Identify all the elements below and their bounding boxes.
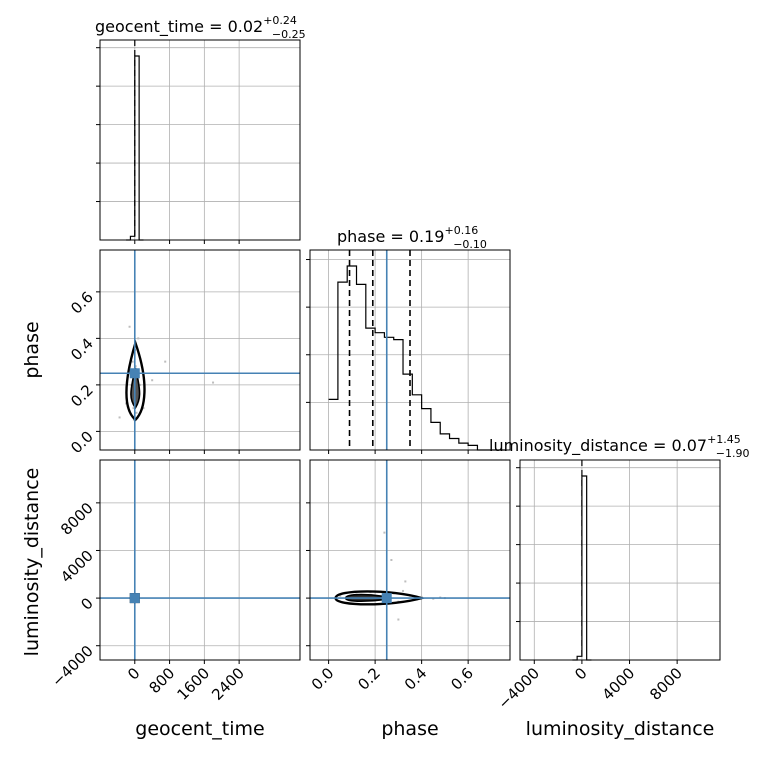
panel-frame — [309, 249, 511, 451]
title-geocent-time-minus: −0.25 — [272, 28, 306, 41]
tick-label-y: 0.6 — [67, 288, 97, 318]
tick-label-x: 8000 — [646, 664, 686, 704]
tick-label-y: −4000 — [48, 642, 97, 691]
sample-point — [397, 618, 400, 621]
tick-label-x: 0.0 — [308, 664, 338, 694]
panel-scatter-luminosity-distance-phase: 0.0 0.2 0.4 0.6 — [306, 459, 511, 694]
tick-label-x: 0 — [571, 664, 590, 683]
title-luminosity-distance-plus: +1.45 — [707, 433, 741, 446]
tick-label-x: 0.6 — [447, 664, 477, 694]
tick-label-x: 2400 — [208, 664, 248, 704]
title-geocent-time-plus: +0.24 — [263, 14, 297, 27]
tick-label-x: 1600 — [173, 664, 213, 704]
sample-point — [118, 416, 121, 419]
tick-label-y: 0.2 — [67, 381, 97, 411]
sample-point — [212, 381, 215, 384]
panel-frame — [99, 39, 301, 241]
truth-marker — [129, 368, 140, 379]
panel-frame — [309, 459, 511, 661]
tick-label-x: −4000 — [495, 664, 544, 713]
xlabel-geocent-time: geocent_time — [135, 718, 264, 740]
xlabel-phase: phase — [381, 718, 438, 740]
sample-point — [164, 360, 167, 363]
sample-point — [151, 379, 154, 382]
title-luminosity-distance: luminosity_distance = 0.07+1.45 −1.90 — [489, 433, 750, 460]
tick-label-y: 0.4 — [67, 334, 97, 364]
tick-label-y: 4000 — [57, 547, 97, 587]
sample-point — [131, 360, 134, 363]
panel-hist-geocent-time — [96, 39, 301, 244]
title-phase-label: phase = 0.19 — [337, 227, 444, 246]
tick-label-y: 0.0 — [67, 427, 97, 457]
tick-label-y: 0 — [77, 594, 96, 613]
sample-point — [404, 580, 407, 583]
xlabel-luminosity-distance: luminosity_distance — [526, 718, 715, 740]
title-phase-minus: −0.10 — [453, 238, 487, 251]
panel-frame — [99, 459, 301, 661]
sample-point — [139, 383, 141, 386]
sample-point — [339, 594, 342, 597]
sample-point — [402, 589, 405, 592]
panel-hist-luminosity-distance: −4000 0 4000 8000 — [495, 459, 721, 713]
sample-point — [132, 407, 135, 410]
panel-frame — [519, 459, 721, 661]
tick-label-y: 8000 — [57, 499, 97, 539]
histogram-step — [126, 55, 144, 241]
sample-point — [137, 337, 140, 340]
histogram-step — [572, 475, 592, 661]
title-phase-plus: +0.16 — [444, 224, 478, 237]
sample-point — [135, 411, 138, 414]
tick-label-x: 4000 — [599, 664, 639, 704]
tick-label-x: 0 — [124, 664, 143, 683]
title-luminosity-distance-label: luminosity_distance = 0.07 — [489, 436, 707, 456]
title-geocent-time: geocent_time = 0.02+0.24 −0.25 — [95, 14, 306, 41]
panel-scatter-phase-geocent-time: 0.0 0.2 0.4 0.6 — [67, 249, 301, 457]
tick-label-x: 0.2 — [354, 664, 384, 694]
sample-point — [134, 365, 137, 368]
panel-hist-phase — [306, 249, 511, 454]
panel-frame — [99, 249, 301, 451]
title-geocent-time-label: geocent_time = 0.02 — [95, 17, 263, 37]
sample-point — [383, 531, 386, 534]
sample-point — [142, 407, 145, 410]
truth-marker — [129, 593, 140, 604]
title-phase: phase = 0.19+0.16 −0.10 — [337, 224, 487, 251]
ylabel-luminosity-distance: luminosity_distance — [21, 468, 43, 657]
title-luminosity-distance-minus: −1.90 — [716, 447, 750, 460]
tick-label-x: 0.4 — [401, 664, 431, 694]
ylabel-phase: phase — [21, 321, 43, 378]
truth-marker — [381, 593, 392, 604]
histogram-step — [328, 265, 506, 451]
sample-point — [128, 325, 131, 328]
sample-point — [390, 559, 393, 561]
